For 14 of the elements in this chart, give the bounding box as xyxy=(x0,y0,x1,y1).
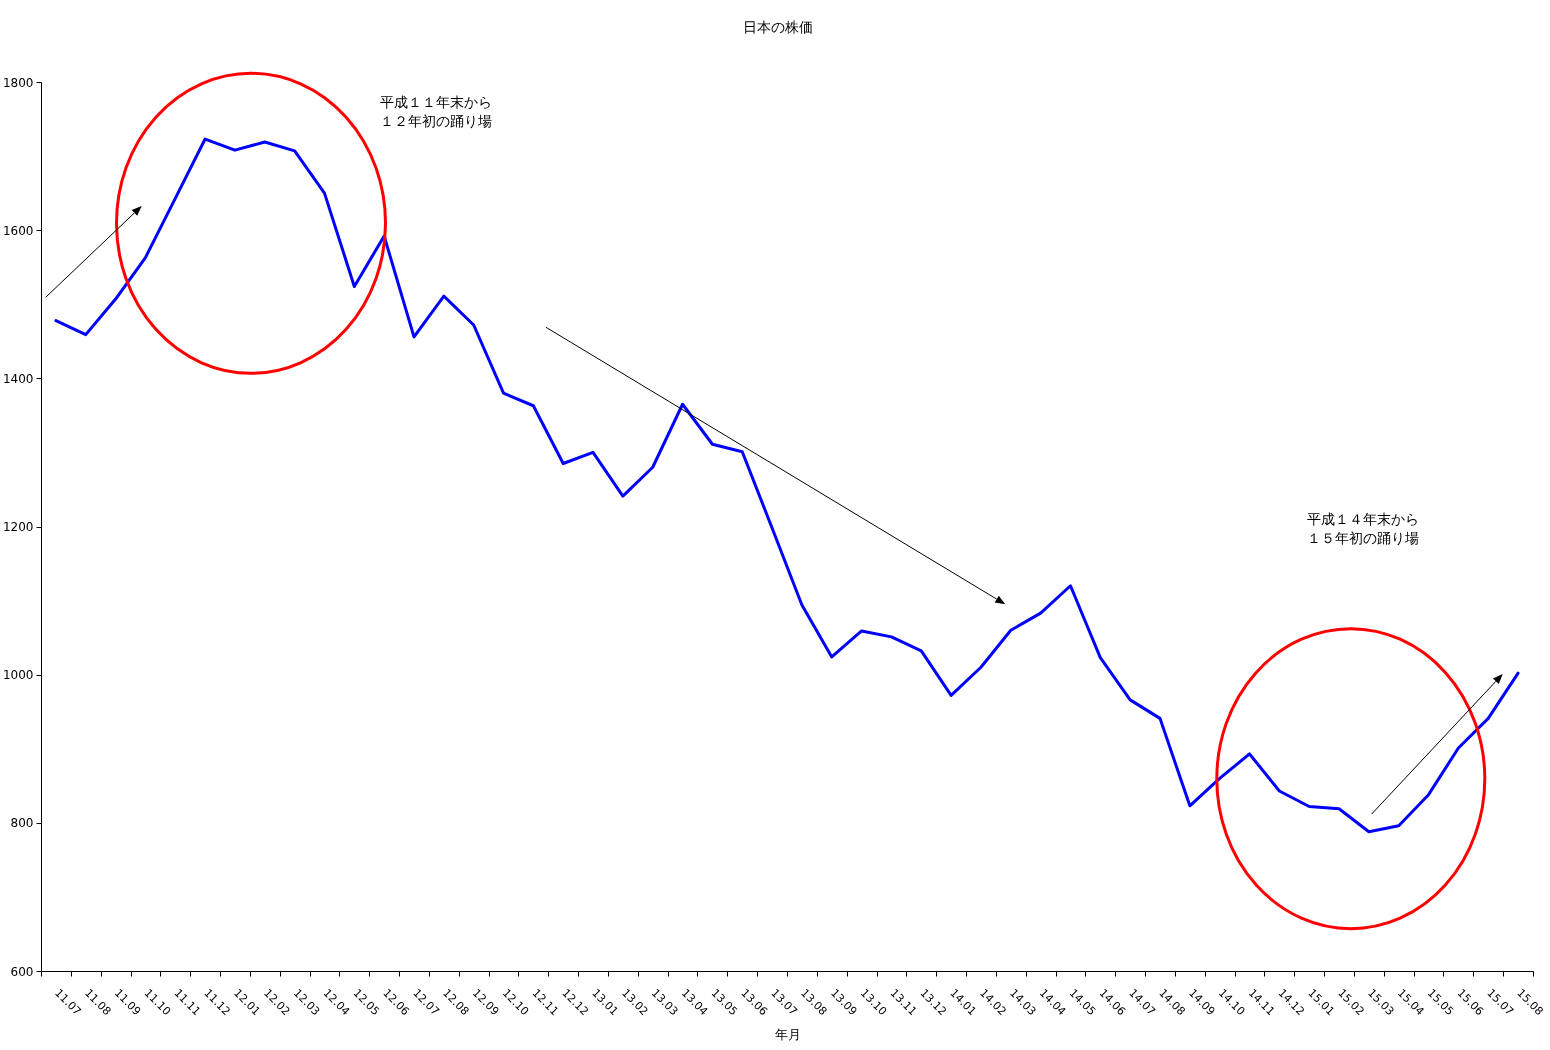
annotation: １２年初の踊り場 xyxy=(380,113,492,129)
y-tick-label: 1400 xyxy=(2,371,34,386)
y-tick-label: 1600 xyxy=(2,223,34,238)
annotation: １５年初の踊り場 xyxy=(1307,530,1419,546)
annotation: 平成１１年末から xyxy=(380,94,492,110)
y-tick-label: 1000 xyxy=(2,668,34,683)
x-axis-title: 年月 xyxy=(774,1026,801,1042)
annotation: 平成１４年末から xyxy=(1307,511,1419,527)
y-tick-label: 800 xyxy=(10,816,34,831)
y-tick-label: 1200 xyxy=(2,520,34,534)
y-tick-label: 600 xyxy=(10,964,34,979)
line-series xyxy=(54,137,1520,834)
y-tick-label: 1800 xyxy=(2,75,34,90)
chart-title: 日本の株価 xyxy=(743,19,813,35)
